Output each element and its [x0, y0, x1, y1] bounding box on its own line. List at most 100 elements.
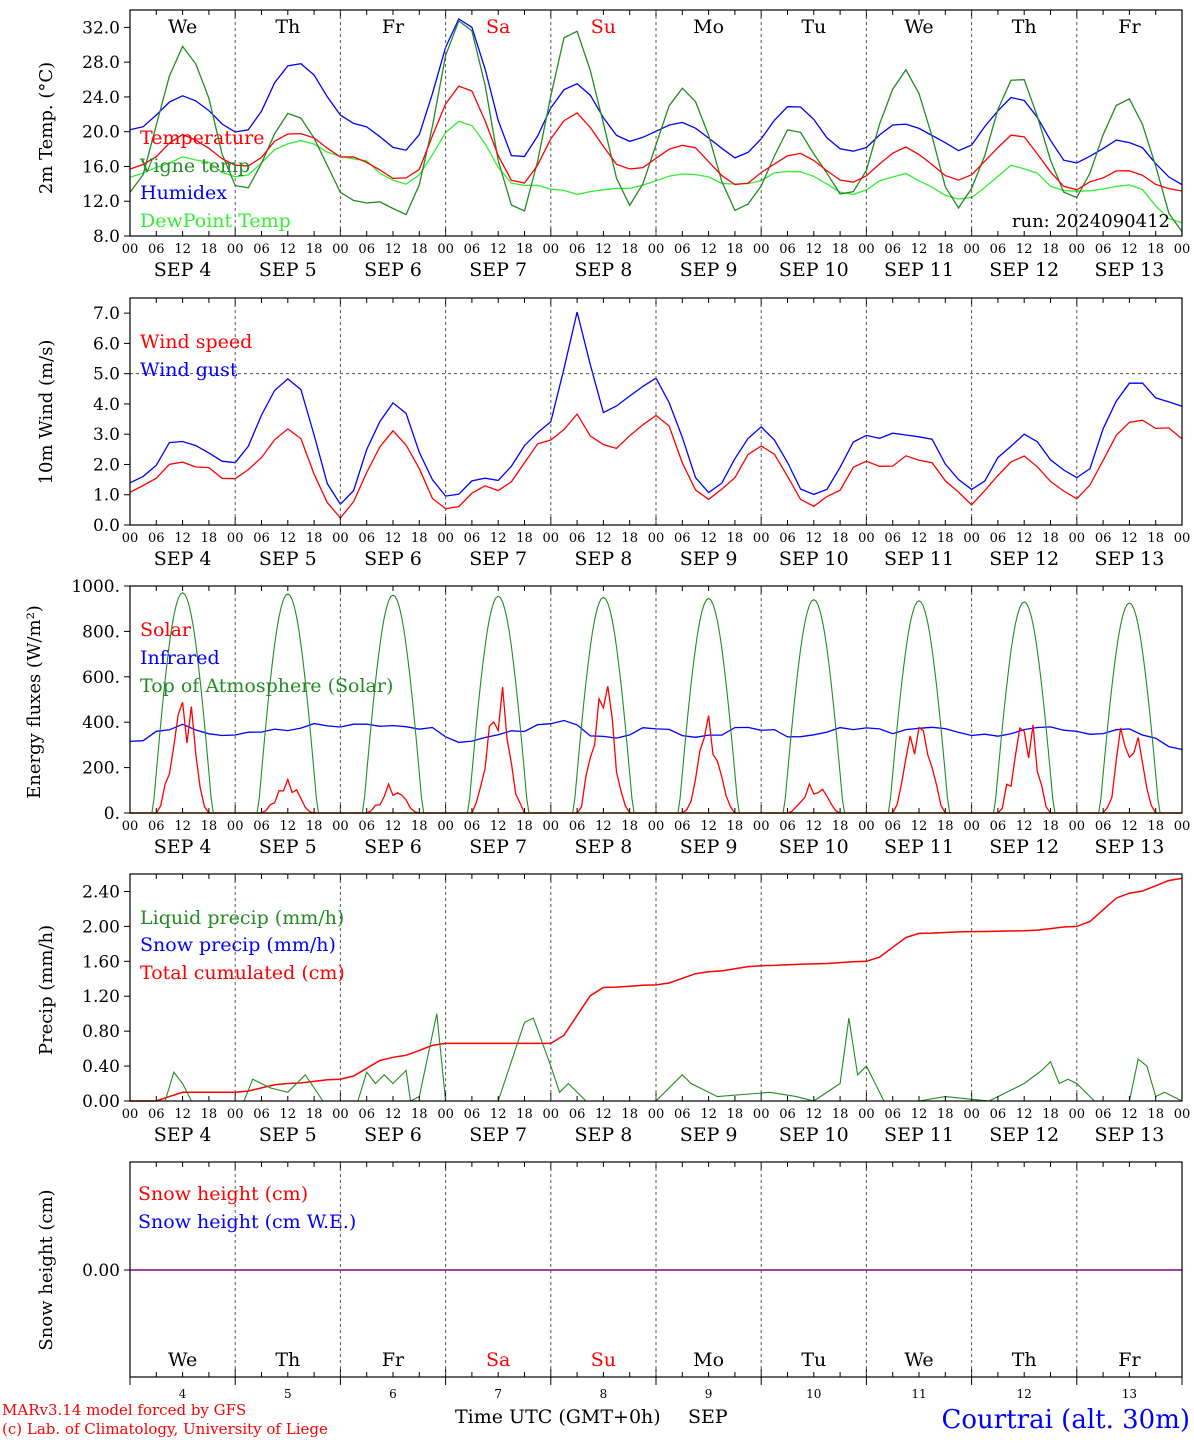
hour-tick-label: 12	[911, 819, 928, 834]
precip-y-tick-label: 0.40	[82, 1057, 120, 1077]
energy-y-tick-label: 600.	[82, 668, 120, 688]
date-label: SEP 8	[574, 836, 632, 858]
date-label: SEP 4	[154, 836, 212, 858]
hour-tick-label: 00	[858, 242, 875, 257]
hour-tick-label: 12	[490, 1107, 507, 1122]
temp-y-tick-label: 24.0	[82, 88, 120, 108]
hour-tick-label: 00	[1174, 531, 1191, 546]
hour-tick-label: 06	[253, 1107, 270, 1122]
hour-tick-label: 00	[543, 242, 560, 257]
legend-toa: Top of Atmosphere (Solar)	[140, 675, 393, 697]
panel-1-frame	[129, 297, 1183, 526]
hour-tick-label: 00	[648, 242, 665, 257]
hour-tick-label: 00	[122, 531, 139, 546]
energy-y-tick-label: 400.	[82, 713, 120, 733]
hour-tick-label: 06	[779, 819, 796, 834]
date-label: SEP 10	[779, 1124, 849, 1146]
temp-y-tick-label: 8.0	[93, 227, 120, 247]
hour-tick-label: 18	[306, 1107, 323, 1122]
hour-tick-label: 00	[963, 1107, 980, 1122]
date-label: SEP 12	[989, 1124, 1059, 1146]
day-number-label: 9	[705, 1387, 713, 1401]
hour-tick-label: 18	[1042, 531, 1059, 546]
date-label: SEP 8	[574, 1124, 632, 1146]
legend-wind-gust: Wind gust	[140, 359, 238, 381]
hour-tick-label: 18	[621, 1107, 638, 1122]
hour-tick-label: 00	[437, 819, 454, 834]
weekday-label: We	[168, 16, 197, 38]
temp-y-tick-label: 12.0	[82, 192, 120, 212]
legend-snow-we: Snow height (cm W.E.)	[138, 1211, 356, 1233]
hour-tick-label: 12	[174, 242, 191, 257]
month-label: SEP	[688, 1406, 728, 1428]
date-label: SEP 10	[779, 548, 849, 570]
energy-y-tick-label: 1000.	[71, 577, 120, 597]
hour-tick-label: 18	[832, 531, 849, 546]
weekday-label-bottom: Fr	[382, 1349, 405, 1371]
weekday-label: Mo	[693, 16, 724, 38]
hour-tick-label: 18	[937, 819, 954, 834]
hour-tick-label: 18	[621, 819, 638, 834]
hour-tick-label: 18	[621, 242, 638, 257]
date-label: SEP 4	[154, 259, 212, 281]
hour-tick-label: 00	[1069, 819, 1086, 834]
hour-tick-label: 12	[490, 242, 507, 257]
hour-tick-label: 06	[358, 1107, 375, 1122]
hour-tick-label: 00	[858, 1107, 875, 1122]
date-label: SEP 12	[989, 548, 1059, 570]
weekday-label: Tu	[801, 16, 826, 38]
date-label: SEP 9	[680, 548, 738, 570]
hour-tick-label: 00	[543, 819, 560, 834]
hour-tick-label: 12	[280, 242, 297, 257]
date-label: SEP 13	[1094, 259, 1164, 281]
hour-tick-label: 12	[385, 531, 402, 546]
temp-ylabel: 2m Temp. (°C)	[36, 62, 57, 194]
hour-tick-label: 12	[595, 819, 612, 834]
date-label: SEP 4	[154, 1124, 212, 1146]
hour-tick-label: 00	[437, 531, 454, 546]
hour-tick-label: 18	[727, 242, 744, 257]
precip-ylabel: Precip (mm/h)	[36, 925, 57, 1055]
hour-tick-label: 18	[411, 1107, 428, 1122]
day-number-label: 4	[179, 1387, 187, 1401]
hour-tick-label: 12	[806, 242, 823, 257]
hour-tick-label: 18	[201, 819, 218, 834]
weekday-label-bottom: Mo	[693, 1349, 724, 1371]
hour-tick-label: 06	[1095, 1107, 1112, 1122]
weekday-label: We	[904, 16, 933, 38]
hour-tick-label: 00	[437, 1107, 454, 1122]
temp-y-tick-label: 32.0	[82, 18, 120, 38]
hour-tick-label: 00	[543, 531, 560, 546]
hour-tick-label: 00	[122, 819, 139, 834]
hour-tick-label: 00	[858, 819, 875, 834]
date-label: SEP 7	[469, 548, 527, 570]
hour-tick-label: 06	[884, 531, 901, 546]
legend-vigne-temp: Vigne temp	[139, 155, 250, 177]
hour-tick-label: 00	[1069, 242, 1086, 257]
weekday-label: Th	[275, 16, 300, 38]
wind-y-tick-label: 4.0	[93, 395, 120, 415]
hour-tick-label: 12	[385, 819, 402, 834]
hour-tick-label: 18	[727, 819, 744, 834]
hour-tick-label: 00	[963, 531, 980, 546]
hour-tick-label: 12	[280, 819, 297, 834]
snow-y-tick-label: 0.00	[82, 1261, 120, 1281]
hour-tick-label: 18	[516, 819, 533, 834]
date-label: SEP 9	[680, 1124, 738, 1146]
hour-tick-label: 18	[306, 819, 323, 834]
hour-tick-label: 12	[595, 1107, 612, 1122]
hour-tick-label: 00	[963, 819, 980, 834]
hour-tick-label: 18	[411, 531, 428, 546]
hour-tick-label: 12	[911, 1107, 928, 1122]
hour-tick-label: 06	[358, 819, 375, 834]
date-label: SEP 11	[884, 259, 954, 281]
day-number-label: 8	[600, 1387, 608, 1401]
hour-tick-label: 06	[148, 819, 165, 834]
weekday-label-bottom: Th	[1012, 1349, 1037, 1371]
hour-tick-label: 00	[648, 819, 665, 834]
hour-tick-label: 00	[437, 242, 454, 257]
hour-tick-label: 12	[280, 1107, 297, 1122]
hour-tick-label: 06	[569, 1107, 586, 1122]
hour-tick-label: 12	[806, 819, 823, 834]
